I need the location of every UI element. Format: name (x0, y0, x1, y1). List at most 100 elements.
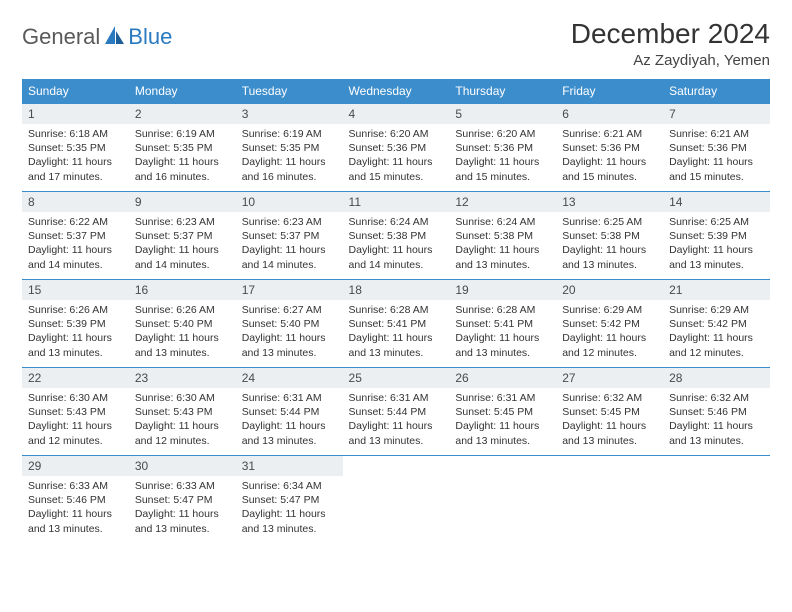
day-number: 12 (449, 192, 556, 212)
day-number: 18 (343, 280, 450, 300)
day-cell: 12Sunrise: 6:24 AMSunset: 5:38 PMDayligh… (449, 192, 556, 280)
day-info: Sunrise: 6:31 AMSunset: 5:44 PMDaylight:… (236, 388, 343, 454)
day-number: 15 (22, 280, 129, 300)
day-info: Sunrise: 6:26 AMSunset: 5:40 PMDaylight:… (129, 300, 236, 366)
day-cell: 9Sunrise: 6:23 AMSunset: 5:37 PMDaylight… (129, 192, 236, 280)
day-number: 4 (343, 104, 450, 124)
day-cell: 11Sunrise: 6:24 AMSunset: 5:38 PMDayligh… (343, 192, 450, 280)
calendar-week-row: 15Sunrise: 6:26 AMSunset: 5:39 PMDayligh… (22, 280, 770, 368)
day-number: 30 (129, 456, 236, 476)
day-info: Sunrise: 6:24 AMSunset: 5:38 PMDaylight:… (343, 212, 450, 278)
day-cell: 6Sunrise: 6:21 AMSunset: 5:36 PMDaylight… (556, 104, 663, 192)
day-info: Sunrise: 6:32 AMSunset: 5:45 PMDaylight:… (556, 388, 663, 454)
day-cell: 15Sunrise: 6:26 AMSunset: 5:39 PMDayligh… (22, 280, 129, 368)
day-info: Sunrise: 6:21 AMSunset: 5:36 PMDaylight:… (663, 124, 770, 190)
logo-text-gray: General (22, 24, 100, 50)
day-info: Sunrise: 6:18 AMSunset: 5:35 PMDaylight:… (22, 124, 129, 190)
calendar-week-row: 8Sunrise: 6:22 AMSunset: 5:37 PMDaylight… (22, 192, 770, 280)
day-number: 13 (556, 192, 663, 212)
weekday-header: Tuesday (236, 79, 343, 104)
day-info: Sunrise: 6:21 AMSunset: 5:36 PMDaylight:… (556, 124, 663, 190)
day-info: Sunrise: 6:31 AMSunset: 5:45 PMDaylight:… (449, 388, 556, 454)
day-number: 7 (663, 104, 770, 124)
day-info: Sunrise: 6:30 AMSunset: 5:43 PMDaylight:… (129, 388, 236, 454)
logo: General Blue (22, 24, 172, 50)
day-number: 24 (236, 368, 343, 388)
day-info: Sunrise: 6:34 AMSunset: 5:47 PMDaylight:… (236, 476, 343, 542)
day-cell: 20Sunrise: 6:29 AMSunset: 5:42 PMDayligh… (556, 280, 663, 368)
day-cell: 30Sunrise: 6:33 AMSunset: 5:47 PMDayligh… (129, 456, 236, 544)
calendar-week-row: 29Sunrise: 6:33 AMSunset: 5:46 PMDayligh… (22, 456, 770, 544)
day-number: 27 (556, 368, 663, 388)
calendar-body: 1Sunrise: 6:18 AMSunset: 5:35 PMDaylight… (22, 104, 770, 544)
day-cell: 4Sunrise: 6:20 AMSunset: 5:36 PMDaylight… (343, 104, 450, 192)
day-info: Sunrise: 6:24 AMSunset: 5:38 PMDaylight:… (449, 212, 556, 278)
day-cell: 25Sunrise: 6:31 AMSunset: 5:44 PMDayligh… (343, 368, 450, 456)
day-info: Sunrise: 6:20 AMSunset: 5:36 PMDaylight:… (449, 124, 556, 190)
month-title: December 2024 (571, 18, 770, 50)
calendar-week-row: 22Sunrise: 6:30 AMSunset: 5:43 PMDayligh… (22, 368, 770, 456)
weekday-header-row: SundayMondayTuesdayWednesdayThursdayFrid… (22, 79, 770, 104)
day-number: 6 (556, 104, 663, 124)
day-number: 11 (343, 192, 450, 212)
day-info: Sunrise: 6:32 AMSunset: 5:46 PMDaylight:… (663, 388, 770, 454)
day-info: Sunrise: 6:28 AMSunset: 5:41 PMDaylight:… (449, 300, 556, 366)
day-info: Sunrise: 6:22 AMSunset: 5:37 PMDaylight:… (22, 212, 129, 278)
day-info: Sunrise: 6:26 AMSunset: 5:39 PMDaylight:… (22, 300, 129, 366)
day-info: Sunrise: 6:27 AMSunset: 5:40 PMDaylight:… (236, 300, 343, 366)
day-number: 19 (449, 280, 556, 300)
logo-text-blue: Blue (128, 24, 172, 50)
day-info: Sunrise: 6:19 AMSunset: 5:35 PMDaylight:… (236, 124, 343, 190)
day-number: 5 (449, 104, 556, 124)
empty-cell (449, 456, 556, 544)
day-number: 8 (22, 192, 129, 212)
weekday-header: Thursday (449, 79, 556, 104)
day-number: 16 (129, 280, 236, 300)
day-info: Sunrise: 6:28 AMSunset: 5:41 PMDaylight:… (343, 300, 450, 366)
day-info: Sunrise: 6:19 AMSunset: 5:35 PMDaylight:… (129, 124, 236, 190)
day-cell: 19Sunrise: 6:28 AMSunset: 5:41 PMDayligh… (449, 280, 556, 368)
day-number: 22 (22, 368, 129, 388)
day-info: Sunrise: 6:29 AMSunset: 5:42 PMDaylight:… (556, 300, 663, 366)
day-cell: 31Sunrise: 6:34 AMSunset: 5:47 PMDayligh… (236, 456, 343, 544)
day-info: Sunrise: 6:30 AMSunset: 5:43 PMDaylight:… (22, 388, 129, 454)
title-block: December 2024 Az Zaydiyah, Yemen (571, 18, 770, 69)
empty-cell (343, 456, 450, 544)
day-cell: 17Sunrise: 6:27 AMSunset: 5:40 PMDayligh… (236, 280, 343, 368)
day-cell: 8Sunrise: 6:22 AMSunset: 5:37 PMDaylight… (22, 192, 129, 280)
day-cell: 26Sunrise: 6:31 AMSunset: 5:45 PMDayligh… (449, 368, 556, 456)
day-cell: 27Sunrise: 6:32 AMSunset: 5:45 PMDayligh… (556, 368, 663, 456)
day-cell: 3Sunrise: 6:19 AMSunset: 5:35 PMDaylight… (236, 104, 343, 192)
day-number: 23 (129, 368, 236, 388)
day-number: 17 (236, 280, 343, 300)
day-info: Sunrise: 6:25 AMSunset: 5:39 PMDaylight:… (663, 212, 770, 278)
calendar-week-row: 1Sunrise: 6:18 AMSunset: 5:35 PMDaylight… (22, 104, 770, 192)
day-info: Sunrise: 6:33 AMSunset: 5:47 PMDaylight:… (129, 476, 236, 542)
day-info: Sunrise: 6:25 AMSunset: 5:38 PMDaylight:… (556, 212, 663, 278)
day-number: 10 (236, 192, 343, 212)
day-info: Sunrise: 6:23 AMSunset: 5:37 PMDaylight:… (129, 212, 236, 278)
header: General Blue December 2024 Az Zaydiyah, … (22, 18, 770, 69)
day-number: 28 (663, 368, 770, 388)
weekday-header: Sunday (22, 79, 129, 104)
day-number: 25 (343, 368, 450, 388)
day-cell: 13Sunrise: 6:25 AMSunset: 5:38 PMDayligh… (556, 192, 663, 280)
day-info: Sunrise: 6:31 AMSunset: 5:44 PMDaylight:… (343, 388, 450, 454)
day-number: 2 (129, 104, 236, 124)
day-info: Sunrise: 6:20 AMSunset: 5:36 PMDaylight:… (343, 124, 450, 190)
day-number: 9 (129, 192, 236, 212)
weekday-header: Friday (556, 79, 663, 104)
day-cell: 21Sunrise: 6:29 AMSunset: 5:42 PMDayligh… (663, 280, 770, 368)
day-number: 14 (663, 192, 770, 212)
day-info: Sunrise: 6:29 AMSunset: 5:42 PMDaylight:… (663, 300, 770, 366)
day-number: 29 (22, 456, 129, 476)
day-number: 31 (236, 456, 343, 476)
day-number: 3 (236, 104, 343, 124)
day-cell: 29Sunrise: 6:33 AMSunset: 5:46 PMDayligh… (22, 456, 129, 544)
day-number: 1 (22, 104, 129, 124)
day-number: 20 (556, 280, 663, 300)
logo-sail-icon (104, 25, 126, 50)
calendar-table: SundayMondayTuesdayWednesdayThursdayFrid… (22, 79, 770, 544)
day-cell: 22Sunrise: 6:30 AMSunset: 5:43 PMDayligh… (22, 368, 129, 456)
day-number: 26 (449, 368, 556, 388)
